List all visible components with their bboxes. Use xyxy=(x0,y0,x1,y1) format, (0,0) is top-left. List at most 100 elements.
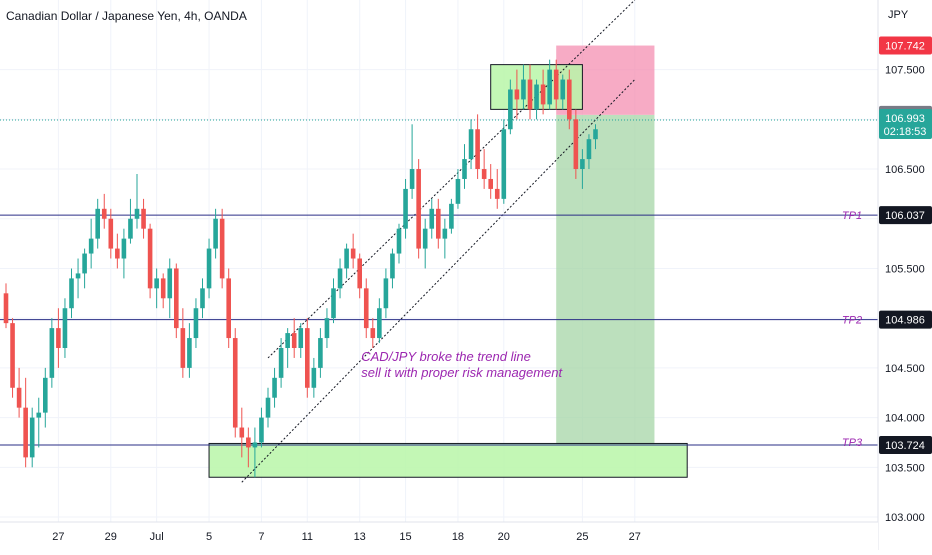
candle xyxy=(540,69,546,115)
candle-body xyxy=(468,129,474,160)
candle xyxy=(29,407,35,468)
candle xyxy=(593,124,598,150)
candle xyxy=(436,198,441,249)
candle-body xyxy=(200,288,205,309)
candle-body xyxy=(43,377,48,413)
candle-body xyxy=(553,69,559,100)
candle-body xyxy=(272,377,277,398)
candle-body xyxy=(573,119,579,170)
candle-body xyxy=(442,228,448,239)
current-price-badge-countdown: 02:18:53 xyxy=(884,126,927,138)
candle-body xyxy=(377,308,382,339)
time-axis-background xyxy=(0,522,878,550)
candle-body xyxy=(508,89,513,130)
price-axis-background xyxy=(878,0,932,550)
candle-body xyxy=(416,169,421,249)
candle-body xyxy=(108,218,114,249)
x-tick-label: 13 xyxy=(354,531,366,543)
candle-body xyxy=(344,248,349,269)
candle-body xyxy=(429,208,435,229)
candle-body xyxy=(141,208,146,229)
candle xyxy=(475,114,480,179)
candle xyxy=(128,198,133,244)
y-tick-label: 107.500 xyxy=(885,65,925,77)
candle-body xyxy=(494,188,500,199)
candle xyxy=(580,149,585,189)
trend-channel[interactable] xyxy=(241,0,636,483)
candle xyxy=(56,308,61,368)
x-tick-label: Jul xyxy=(150,531,164,543)
zones xyxy=(208,45,688,478)
candle-body xyxy=(324,318,330,339)
x-tick-label: 11 xyxy=(302,531,313,543)
x-tick-label: 18 xyxy=(452,531,464,543)
support-zone xyxy=(208,442,688,478)
candle xyxy=(206,238,212,299)
x-tick-label: 20 xyxy=(498,531,510,543)
candle xyxy=(442,218,448,259)
candle xyxy=(265,387,271,428)
candle xyxy=(200,278,205,319)
candle-body xyxy=(128,218,133,239)
candle-body xyxy=(363,288,369,329)
price-labels: 107.742107.045106.99302:18:53106.037104.… xyxy=(879,36,932,455)
candle xyxy=(409,124,415,199)
candle xyxy=(573,109,579,179)
channel-line-lower[interactable] xyxy=(241,79,636,483)
candle xyxy=(337,258,343,299)
candle-body xyxy=(36,412,42,418)
candle xyxy=(147,223,153,299)
channel-line-upper[interactable] xyxy=(267,0,636,359)
candle-body xyxy=(167,268,173,299)
candle-body xyxy=(187,338,192,368)
candle xyxy=(88,218,94,269)
candle-body xyxy=(540,84,546,105)
candle-body xyxy=(291,333,297,348)
candle xyxy=(508,79,513,135)
candle xyxy=(23,377,28,468)
candle xyxy=(416,159,421,259)
candle xyxy=(403,178,408,239)
candle-body xyxy=(501,129,507,199)
candle-body xyxy=(16,387,22,408)
candle xyxy=(141,198,146,239)
candle-body xyxy=(403,188,408,229)
candle-body xyxy=(534,84,539,110)
tp-price-badge-bg xyxy=(879,436,932,455)
candle xyxy=(481,149,487,189)
candle xyxy=(370,318,376,348)
candle xyxy=(514,69,520,120)
candle xyxy=(10,318,15,398)
candle xyxy=(377,298,382,344)
tp-level-label: TP2 xyxy=(842,315,862,327)
candle xyxy=(560,74,566,110)
x-tick-label: 7 xyxy=(258,531,264,543)
candle xyxy=(311,357,317,398)
tp-price-badge: 104.986 xyxy=(885,315,925,327)
candle xyxy=(285,328,290,368)
y-tick-label: 106.500 xyxy=(885,164,925,176)
candle-body xyxy=(514,89,520,100)
candle xyxy=(115,233,120,269)
candles xyxy=(3,59,598,478)
candle xyxy=(272,367,277,408)
candle xyxy=(534,79,539,120)
candle xyxy=(468,119,474,170)
candle xyxy=(219,208,225,289)
candle-body xyxy=(10,323,15,388)
candle-body xyxy=(396,228,402,254)
candle xyxy=(187,323,192,378)
candle xyxy=(383,268,389,319)
candle-body xyxy=(311,367,317,388)
candle-body xyxy=(219,218,225,279)
candle-body xyxy=(436,208,441,239)
candle-body xyxy=(193,308,199,339)
candle-body xyxy=(160,278,166,299)
tp-level-label: TP1 xyxy=(842,210,862,222)
candle-body xyxy=(462,159,467,179)
candle-body xyxy=(174,268,179,329)
